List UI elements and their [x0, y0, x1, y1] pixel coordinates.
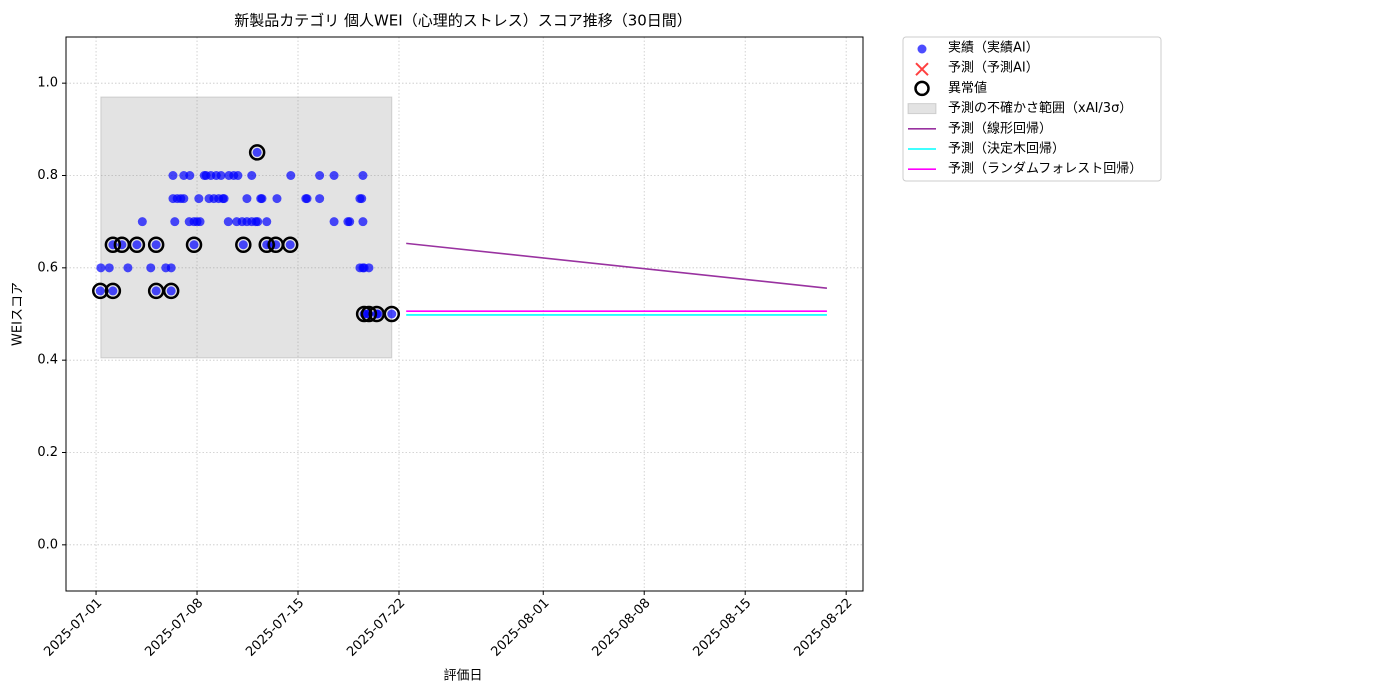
actual-point: [216, 171, 226, 180]
x-tick-label: 2025-07-08: [142, 596, 206, 660]
actual-point: [195, 217, 205, 227]
x-axis-label: 評価日: [443, 669, 482, 684]
actual-point: [185, 171, 195, 180]
legend-label: 予測（ランダムフォレスト回帰）: [948, 161, 1142, 177]
y-tick-label: 0.8: [37, 168, 58, 183]
actual-point: [262, 217, 272, 227]
legend-label: 予測の不確かさ範囲（xAI/3σ）: [948, 100, 1132, 116]
anomaly-marker: [258, 236, 276, 253]
anomaly-marker: [360, 305, 378, 323]
actual-point: [189, 240, 199, 250]
actual-point: [123, 263, 133, 273]
x-tick-label: 2025-07-01: [41, 596, 105, 660]
actual-point: [96, 263, 106, 273]
y-axis-label: WEIスコア: [11, 282, 26, 346]
anomaly-marker: [104, 236, 122, 253]
y-tick-label: 0.6: [37, 260, 58, 275]
actual-point: [179, 194, 189, 204]
actual-point: [252, 147, 262, 157]
plot-frame: [65, 36, 864, 592]
actual-point: [286, 171, 296, 180]
y-tick-label: 0.2: [37, 445, 58, 460]
x-tick-label: 2025-08-08: [589, 596, 653, 660]
uncertainty-band: [100, 96, 393, 359]
actual-point: [238, 240, 248, 250]
actual-point: [151, 286, 161, 296]
actual-point: [329, 217, 339, 227]
actual-point: [166, 286, 176, 296]
actual-point: [302, 194, 312, 204]
actual-point: [257, 194, 267, 204]
actual-point: [168, 171, 178, 180]
legend-box: [902, 36, 1162, 182]
actual-point: [272, 194, 282, 204]
legend-label: 予測（決定木回帰）: [948, 141, 1065, 157]
anomaly-marker: [92, 282, 109, 300]
actual-point: [358, 171, 368, 180]
actual-point: [219, 194, 229, 204]
actual-point: [151, 240, 161, 250]
actual-point: [357, 194, 367, 204]
actual-point: [329, 171, 339, 180]
legend-label: 予測（線形回帰）: [948, 120, 1052, 136]
anomaly-marker: [383, 305, 401, 323]
anomaly-marker: [104, 282, 122, 300]
actual-point: [146, 263, 156, 273]
actual-point: [233, 171, 243, 180]
x-tick-label: 2025-07-15: [243, 596, 307, 660]
x-tick-label: 2025-07-22: [344, 596, 408, 660]
chart-title: 新製品カテゴリ 個人WEI（心理的ストレス）スコア推移（30日間）: [234, 12, 692, 30]
y-tick-label: 0.4: [37, 353, 58, 368]
actual-point: [247, 171, 257, 180]
actual-point: [242, 194, 252, 204]
anomaly-marker: [248, 144, 266, 161]
x-tick-label: 2025-08-15: [690, 596, 754, 660]
actual-point: [345, 217, 355, 227]
legend-swatch: [917, 44, 927, 54]
actual-point: [364, 263, 374, 273]
actual-point: [104, 263, 114, 273]
actual-point: [137, 217, 147, 227]
actual-point: [194, 194, 204, 204]
actual-point: [285, 240, 295, 250]
anomaly-marker: [281, 236, 299, 253]
legend-swatch: [914, 80, 930, 97]
legend-label: 実績（実績AI）: [948, 40, 1039, 56]
actual-point: [132, 240, 142, 250]
anomaly-marker: [128, 236, 146, 253]
actual-point: [315, 194, 325, 204]
x-tick-label: 2025-08-22: [791, 596, 855, 660]
legend-swatch: [915, 62, 929, 76]
legend-label: 異常値: [948, 80, 987, 96]
plot-area: [66, 37, 863, 591]
anomaly-marker: [185, 236, 203, 253]
y-tick-label: 0.0: [37, 537, 58, 552]
anomaly-marker: [147, 236, 165, 253]
actual-point: [387, 309, 397, 319]
anomaly-marker: [355, 305, 373, 323]
actual-point: [223, 217, 233, 227]
actual-point: [358, 217, 368, 227]
actual-point: [95, 286, 105, 296]
anomaly-marker: [162, 282, 180, 300]
legend-swatch: [907, 103, 937, 115]
forecast-line: [406, 242, 828, 289]
actual-point: [170, 217, 180, 227]
legend-label: 予測（予測AI）: [948, 61, 1039, 76]
actual-point: [253, 217, 263, 227]
actual-point: [108, 286, 118, 296]
actual-point: [315, 171, 325, 180]
y-tick-label: 1.0: [37, 76, 58, 91]
anomaly-marker: [235, 236, 252, 253]
x-tick-label: 2025-08-01: [489, 596, 553, 660]
actual-point: [166, 263, 176, 273]
